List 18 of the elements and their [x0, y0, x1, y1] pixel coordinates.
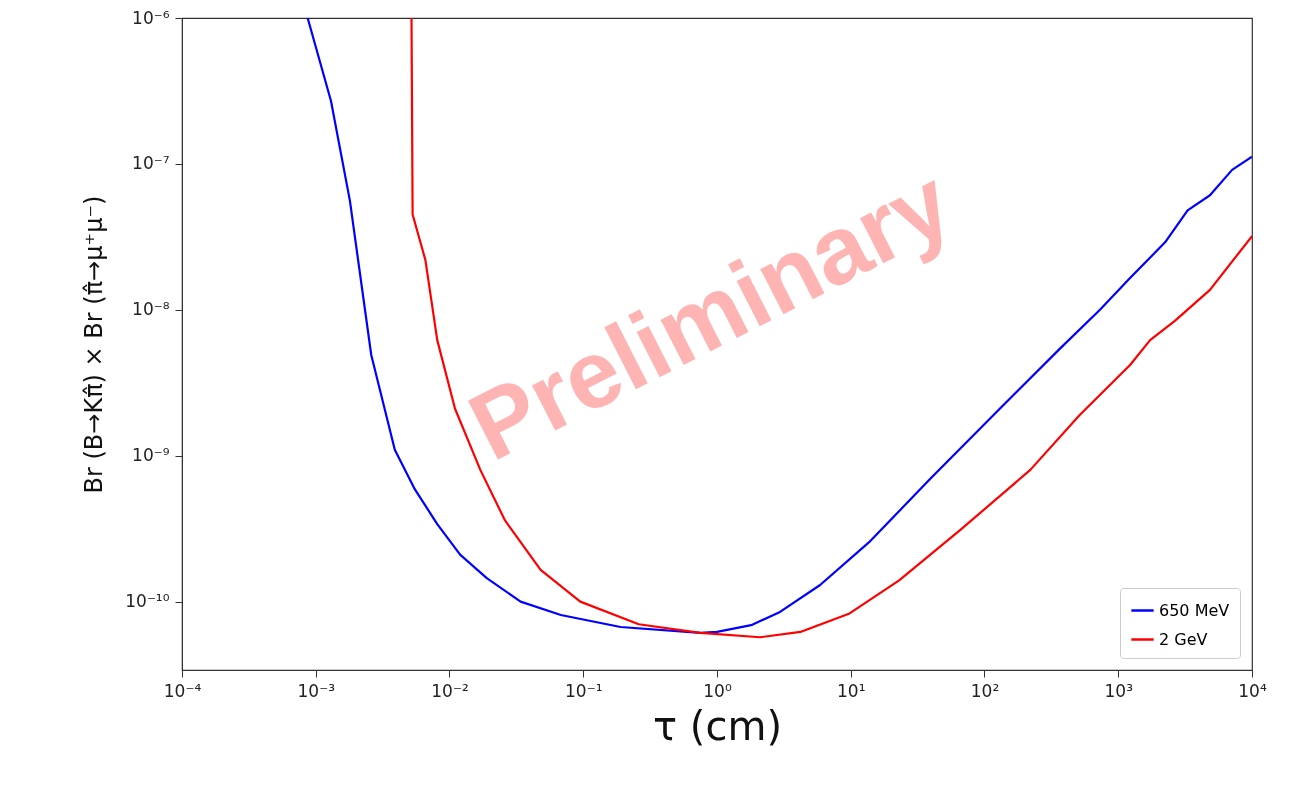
- y-tick-label: 10⁻¹⁰: [125, 591, 170, 612]
- y-tick-label: 10⁻⁹: [132, 445, 170, 466]
- x-tick-label: 10³: [1104, 680, 1133, 701]
- x-tick-label: 10²: [970, 680, 1000, 701]
- x-axis-title: τ (cm): [653, 702, 782, 749]
- x-tick-label: 10⁰: [703, 680, 732, 701]
- legend-label: 2 GeV: [1159, 629, 1208, 649]
- y-tick-label: 10⁻⁷: [132, 153, 170, 174]
- y-tick-label: 10⁻⁶: [132, 7, 170, 28]
- x-tick-label: 10⁻²: [431, 680, 469, 701]
- x-tick-label: 10⁻³: [297, 680, 335, 701]
- x-tick-label: 10⁴: [1238, 680, 1267, 701]
- x-tick-label: 10⁻¹: [565, 680, 603, 701]
- x-tick-label: 10¹: [837, 680, 866, 701]
- y-axis-title: Br (B→Kπ̂) × Br (π̂→μ⁺μ⁻): [80, 195, 109, 494]
- y-tick-label: 10⁻⁸: [132, 299, 170, 320]
- legend-label: 650 MeV: [1159, 600, 1230, 620]
- x-tick-label: 10⁻⁴: [163, 680, 202, 701]
